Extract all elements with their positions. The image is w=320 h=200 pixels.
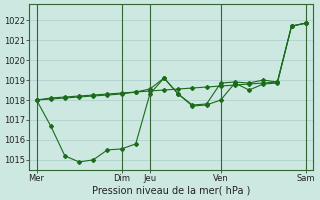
X-axis label: Pression niveau de la mer( hPa ): Pression niveau de la mer( hPa ) <box>92 186 250 196</box>
